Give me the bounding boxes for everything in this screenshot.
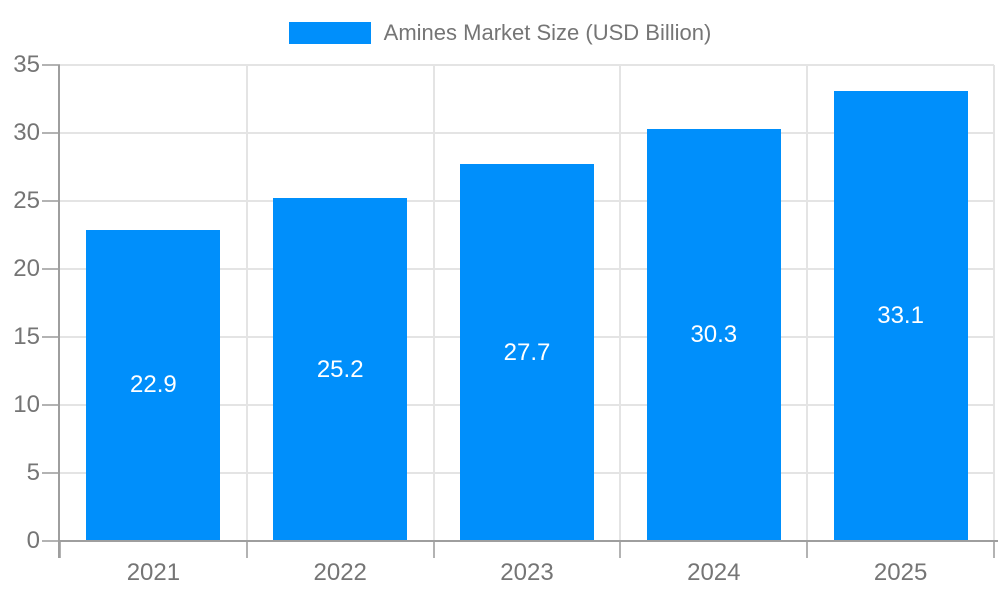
x-axis-tick-label: 2025 — [873, 559, 928, 586]
y-axis-tick-label: 20 — [13, 255, 40, 282]
x-axis-tick-label: 2021 — [126, 559, 181, 586]
y-axis-tick-label: 30 — [13, 119, 40, 146]
y-axis-tick-label: 0 — [26, 527, 40, 554]
y-tick-mark — [42, 336, 60, 338]
x-axis-tick-label: 2022 — [313, 559, 367, 586]
x-tick-mark — [619, 541, 622, 558]
bar-2023[interactable]: 27.7 — [460, 164, 594, 541]
y-axis-tick-label: 10 — [13, 391, 40, 418]
x-tick-mark — [806, 541, 809, 558]
bar-2022[interactable]: 25.2 — [273, 198, 408, 541]
gridline-horizontal — [60, 132, 994, 134]
bar-2021[interactable]: 22.9 — [86, 229, 221, 541]
bar-value-label: 30.3 — [690, 320, 738, 348]
y-axis-tick-label: 15 — [13, 323, 40, 350]
x-tick-mark — [432, 541, 435, 558]
gridline-vertical — [806, 65, 809, 541]
y-tick-mark — [42, 64, 60, 66]
gridline-horizontal — [60, 64, 994, 66]
bar-2024[interactable]: 30.3 — [646, 128, 781, 541]
bar-value-label: 27.7 — [503, 338, 551, 366]
bar-2025[interactable]: 33.1 — [833, 90, 968, 541]
legend-series-label: Amines Market Size (USD Billion) — [383, 20, 712, 45]
gridline-vertical — [245, 65, 248, 541]
y-axis-tick-label: 5 — [26, 459, 40, 486]
x-tick-mark — [59, 541, 61, 558]
bar-value-label: 25.2 — [316, 355, 364, 383]
bar-value-label: 22.9 — [130, 371, 177, 399]
gridline-vertical — [432, 65, 435, 541]
y-axis-line — [58, 65, 60, 558]
y-tick-mark — [42, 540, 60, 542]
y-tick-mark — [42, 132, 60, 134]
x-axis-tick-label: 2024 — [687, 559, 741, 586]
y-tick-mark — [42, 472, 60, 474]
y-axis-tick-label: 35 — [13, 51, 40, 78]
y-tick-mark — [42, 404, 60, 406]
gridline-vertical — [993, 65, 995, 541]
x-axis-tick-label: 2023 — [500, 559, 554, 586]
y-tick-mark — [42, 200, 60, 202]
x-tick-mark — [245, 541, 248, 558]
chart-legend[interactable]: Amines Market Size (USD Billion) — [0, 20, 1000, 46]
y-axis-tick-label: 25 — [13, 187, 40, 214]
x-axis-line — [60, 540, 998, 542]
y-tick-mark — [42, 268, 60, 270]
legend-series-swatch — [288, 22, 371, 44]
bar-value-label: 33.1 — [877, 301, 924, 329]
gridline-vertical — [619, 65, 622, 541]
x-tick-mark — [993, 541, 995, 558]
